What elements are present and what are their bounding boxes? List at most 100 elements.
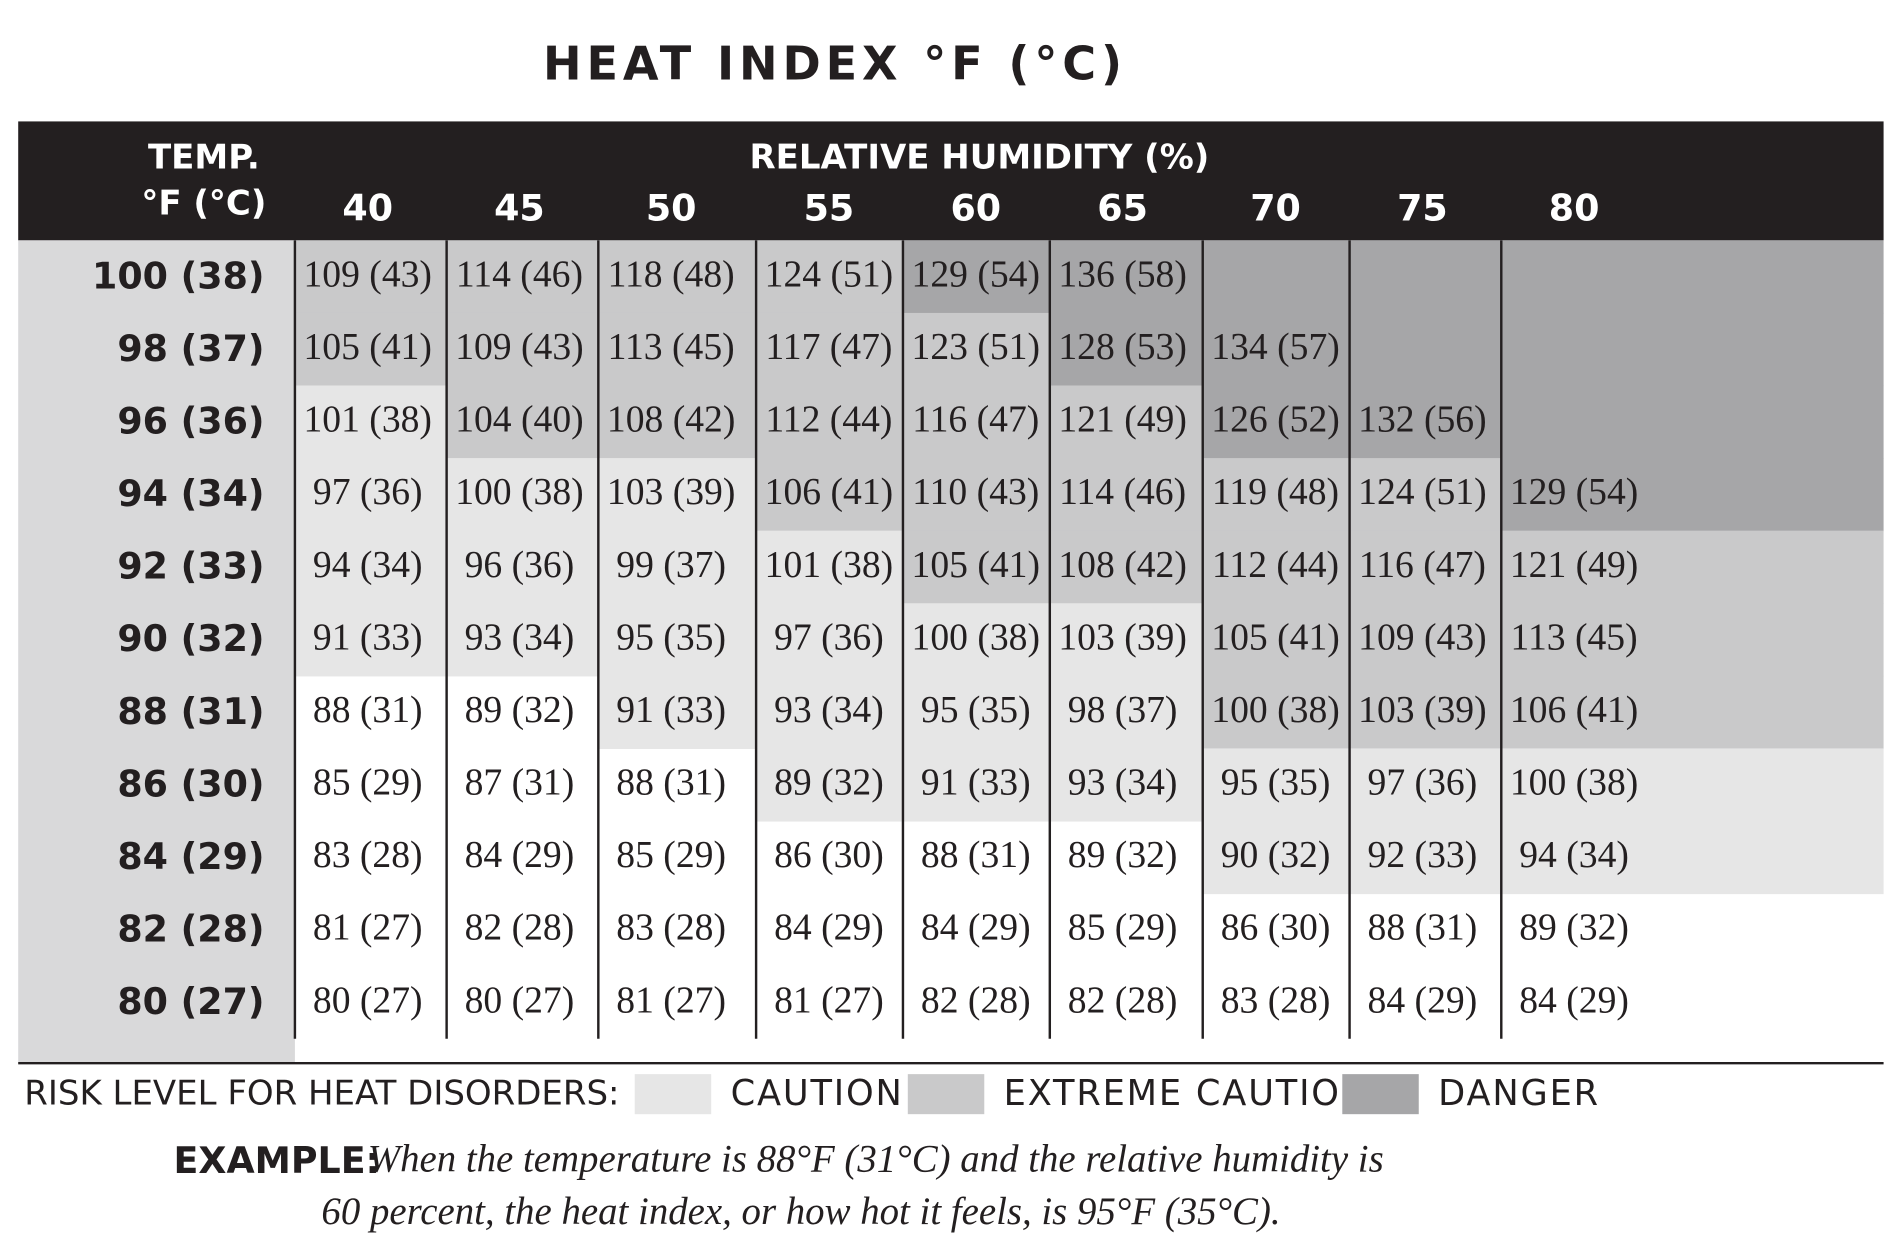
risk-shade	[902, 675, 1050, 749]
risk-shade	[1349, 603, 1502, 677]
cell: 112 (44)	[765, 399, 892, 441]
cell: 121 (49)	[1510, 544, 1638, 586]
cell: 88 (31)	[1368, 907, 1478, 949]
cell: 117 (47)	[765, 326, 892, 368]
cell: 100 (38)	[455, 471, 583, 513]
temp-label: 84 (29)	[117, 835, 264, 878]
cell: 97 (36)	[774, 616, 884, 658]
temp-label: 82 (28)	[117, 908, 264, 951]
example-text: When the temperature is 88°F (31°C) and …	[368, 1138, 1384, 1181]
cell: 95 (35)	[921, 689, 1031, 731]
risk-shade	[1049, 748, 1203, 822]
risk-shade	[1501, 675, 1884, 749]
cell: 94 (34)	[1519, 834, 1629, 876]
cell: 86 (30)	[1221, 907, 1331, 949]
risk-shade	[294, 240, 447, 314]
column-label: 70	[1250, 187, 1301, 230]
title: HEAT INDEX °F (°C)	[543, 36, 1127, 90]
cell: 83 (28)	[313, 834, 423, 876]
temp-column-bg	[18, 240, 295, 1064]
risk-shade	[1202, 748, 1350, 822]
cell: 91 (33)	[616, 689, 726, 731]
risk-shade	[446, 385, 599, 459]
risk-shade	[1202, 820, 1350, 895]
risk-shade	[902, 748, 1050, 822]
risk-shade	[1349, 820, 1502, 895]
temp-label: 100 (38)	[92, 254, 265, 297]
risk-shade	[1349, 240, 1502, 314]
risk-shade	[1349, 385, 1502, 459]
cell: 94 (34)	[313, 544, 423, 586]
risk-shade	[294, 603, 447, 677]
risk-shade	[1049, 530, 1203, 604]
cell: 109 (43)	[303, 253, 431, 295]
cell: 128 (53)	[1058, 326, 1186, 368]
risk-shade	[1202, 458, 1350, 532]
cell: 101 (38)	[303, 399, 431, 441]
risk-shade	[294, 385, 447, 459]
cell: 82 (28)	[465, 907, 575, 949]
cell: 84 (29)	[774, 907, 884, 949]
cell: 105 (41)	[303, 326, 431, 368]
risk-shade	[756, 385, 903, 459]
column-label: 65	[1097, 187, 1148, 230]
column-label: 60	[950, 187, 1001, 230]
risk-shade	[1501, 748, 1884, 822]
cell: 85 (29)	[616, 834, 726, 876]
risk-shade	[598, 603, 757, 677]
cell: 103 (39)	[1358, 689, 1486, 731]
risk-shade	[756, 748, 903, 822]
cell: 96 (36)	[465, 544, 575, 586]
cell: 80 (27)	[465, 979, 575, 1021]
cell: 88 (31)	[313, 689, 423, 731]
risk-shade	[1501, 240, 1884, 314]
cell: 100 (38)	[1510, 762, 1638, 804]
cell: 100 (38)	[1211, 689, 1339, 731]
risk-shade	[598, 312, 757, 387]
risk-shade	[1202, 675, 1350, 749]
risk-shade	[756, 458, 903, 532]
cell: 97 (36)	[313, 471, 423, 513]
cell: 91 (33)	[313, 616, 423, 658]
cell: 124 (51)	[765, 253, 893, 295]
cell: 119 (48)	[1212, 471, 1339, 513]
header-bar	[18, 121, 1884, 241]
cell: 89 (32)	[465, 689, 575, 731]
risk-shade	[1202, 603, 1350, 677]
cell: 113 (45)	[1511, 616, 1638, 658]
cell: 84 (29)	[1519, 979, 1629, 1021]
cell: 84 (29)	[921, 907, 1031, 949]
cell: 112 (44)	[1212, 544, 1339, 586]
risk-shade	[1349, 312, 1502, 387]
cell: 104 (40)	[455, 399, 583, 441]
cell: 105 (41)	[1211, 616, 1339, 658]
temp-label: 94 (34)	[117, 472, 264, 515]
cell: 93 (34)	[1068, 762, 1178, 804]
cell: 86 (30)	[774, 834, 884, 876]
cell: 124 (51)	[1358, 471, 1486, 513]
cell: 100 (38)	[912, 616, 1040, 658]
cell: 105 (41)	[912, 544, 1040, 586]
risk-shade	[598, 385, 757, 459]
risk-shade	[1202, 240, 1350, 314]
cell: 92 (33)	[1368, 834, 1478, 876]
cell: 85 (29)	[1068, 907, 1178, 949]
legend-swatch	[907, 1074, 985, 1115]
cell: 114 (46)	[456, 253, 583, 295]
risk-shade	[1049, 240, 1203, 314]
cell: 103 (39)	[607, 471, 735, 513]
legend-swatch	[634, 1074, 712, 1115]
cell: 97 (36)	[1368, 762, 1478, 804]
risk-shade	[446, 312, 599, 387]
cell: 80 (27)	[313, 979, 423, 1021]
cell: 110 (43)	[912, 471, 1039, 513]
cell: 101 (38)	[765, 544, 893, 586]
column-label: 80	[1549, 187, 1600, 230]
cell: 103 (39)	[1058, 616, 1186, 658]
risk-shade	[902, 530, 1050, 604]
risk-shade	[1349, 458, 1502, 532]
cell: 81 (27)	[616, 979, 726, 1021]
cell: 132 (56)	[1358, 399, 1486, 441]
risk-shade	[1202, 530, 1350, 604]
